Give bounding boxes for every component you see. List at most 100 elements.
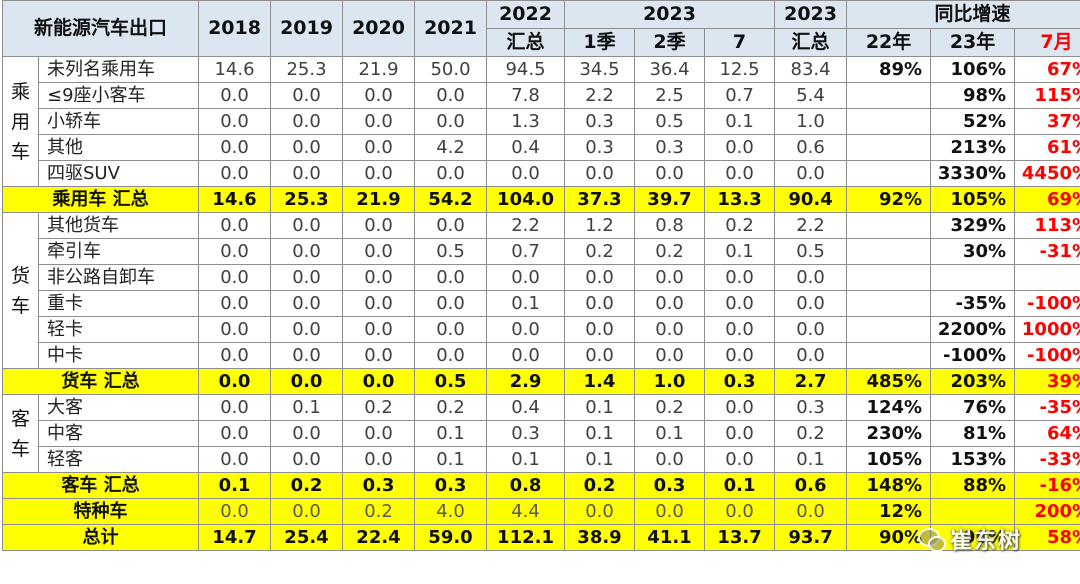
cell-yoy-jul: -31% (1014, 238, 1080, 265)
cell-2019: 0.0 (270, 238, 344, 265)
cell-2018: 14.6 (198, 56, 272, 83)
cell-q1: 1.4 (564, 368, 636, 395)
cell-yoy-jul: 64% (1014, 420, 1080, 447)
cell-2020: 0.3 (342, 472, 416, 499)
cell-2019: 0.0 (270, 420, 344, 447)
cell-2020: 0.0 (342, 238, 416, 265)
cell-yoy-23 (930, 498, 1016, 525)
cell-q1: 0.0 (564, 160, 636, 187)
cell-q1: 0.3 (564, 108, 636, 135)
cell-q2: 1.0 (634, 368, 706, 395)
cell-m7: 0.0 (704, 394, 776, 421)
table-row: 总计 14.7 25.4 22.4 59.0 112.1 38.9 41.1 13.7 93.7 9… (1, 524, 1080, 551)
cell-2019: 0.0 (270, 498, 344, 525)
cell-q1: 37.3 (564, 186, 636, 213)
cell-2023: 0.2 (774, 420, 848, 447)
cell-2019: 0.0 (270, 342, 344, 369)
table-row: 重卡0.00.00.00.00.10.00.00.00.0-35%-100% (3, 290, 1080, 317)
cell-q1: 34.5 (564, 56, 636, 83)
table-row: 四驱SUV 0.0 0.0 0.0 0.0 0.0 0.0 0.0 0.0 0.0 3330% 445… (3, 160, 1080, 187)
row-label: 中客 (37, 420, 200, 447)
cell-2021: 0.2 (414, 394, 488, 421)
group-label-truck: 货车 (2, 212, 39, 369)
cell-2019: 25.4 (270, 524, 344, 551)
cell-2020: 0.0 (342, 316, 416, 343)
cell-2021: 59.0 (414, 524, 488, 551)
col-header-2022: 2022 (486, 0, 566, 29)
cell-q2: 0.0 (634, 264, 706, 291)
cell-2018: 0.0 (198, 316, 272, 343)
cell-2018: 0.0 (198, 446, 272, 473)
cell-m7: 13.3 (704, 186, 776, 213)
row-label: 其他货车 (37, 212, 200, 239)
watermark-text: 崔东树 (950, 529, 1023, 554)
cell-q1: 0.0 (564, 264, 636, 291)
cell-yoy-23: 2200% (930, 316, 1016, 343)
cell-yoy-jul: 115% (1014, 82, 1080, 109)
cell-yoy-22 (846, 134, 932, 161)
cell-2022: 2.9 (486, 368, 566, 395)
cell-2021: 0.0 (414, 342, 488, 369)
table-title: 新能源汽车出口 (1, 0, 200, 57)
cell-2023: 0.0 (774, 160, 848, 187)
col-header-2023-sum: 汇总 (774, 28, 848, 57)
cell-2022: 0.0 (486, 316, 566, 343)
cell-2019: 0.0 (270, 290, 344, 317)
cell-q2: 0.3 (634, 134, 706, 161)
cell-yoy-jul: 4450% (1014, 160, 1080, 187)
cell-m7: 0.0 (704, 446, 776, 473)
cell-2019: 0.0 (270, 160, 344, 187)
cell-yoy-22 (846, 212, 932, 239)
cell-yoy-jul: -33% (1014, 446, 1080, 473)
col-header-2021: 2021 (414, 0, 488, 57)
cell-2020: 0.0 (342, 342, 416, 369)
cell-yoy-jul: -16% (1014, 472, 1080, 499)
cell-m7: 0.3 (704, 368, 776, 395)
cell-yoy-23: 329% (930, 212, 1016, 239)
cell-2023: 0.0 (774, 290, 848, 317)
cell-2018: 14.7 (198, 524, 272, 551)
cell-q1: 0.0 (564, 290, 636, 317)
cell-m7: 0.1 (704, 238, 776, 265)
col-header-2023-total: 2023 (774, 0, 848, 29)
cell-2023: 93.7 (774, 524, 848, 551)
cell-m7: 0.0 (704, 264, 776, 291)
row-label: ≤9座小客车 (37, 82, 200, 109)
cell-yoy-22: 230% (846, 420, 932, 447)
cell-2018: 0.0 (198, 238, 272, 265)
group-label-passenger: 乘用车 (2, 56, 39, 187)
cell-2020: 0.2 (342, 498, 416, 525)
table-row: 客车 大客 0.0 0.1 0.2 0.2 0.4 0.1 0.2 0.0 0.3 124% 76% -3… (2, 394, 1080, 473)
cell-2023: 0.0 (774, 264, 848, 291)
col-header-yoy-22: 22年 (846, 28, 932, 57)
cell-2019: 0.1 (270, 394, 344, 421)
cell-yoy-jul: -100% (1014, 290, 1080, 317)
cell-yoy-22: 148% (846, 472, 932, 499)
cell-yoy-23: 88% (930, 472, 1016, 499)
cell-yoy-23: 203% (930, 368, 1016, 395)
cell-2023: 83.4 (774, 56, 848, 83)
cell-yoy-22: 105% (846, 446, 932, 473)
cell-yoy-jul: 113% (1014, 212, 1080, 239)
cell-2018: 0.0 (198, 264, 272, 291)
cell-q1: 0.1 (564, 394, 636, 421)
cell-yoy-22: 92% (846, 186, 932, 213)
cell-q2: 0.2 (634, 394, 706, 421)
cell-2021: 0.1 (414, 420, 488, 447)
row-label: 非公路自卸车 (37, 264, 200, 291)
cell-yoy-22 (846, 342, 932, 369)
cell-2019: 0.0 (270, 212, 344, 239)
cell-2020: 21.9 (342, 186, 416, 213)
cell-2019: 25.3 (270, 56, 344, 83)
cell-2022: 7.8 (486, 82, 566, 109)
export-table: 新能源汽车出口 2018 2019 2020 2021 2022 2023 20… (1, 0, 1080, 551)
cell-q1: 0.1 (564, 446, 636, 473)
cell-q1: 0.0 (564, 342, 636, 369)
cell-m7: 0.0 (704, 420, 776, 447)
cell-q2: 0.0 (634, 342, 706, 369)
cell-yoy-22 (846, 316, 932, 343)
cell-2021: 0.0 (414, 316, 488, 343)
cell-yoy-22: 89% (846, 56, 932, 83)
table-row: 非公路自卸车 0.0 0.0 0.0 0.0 0.0 0.0 0.0 0.0 0.0 (3, 264, 1080, 291)
